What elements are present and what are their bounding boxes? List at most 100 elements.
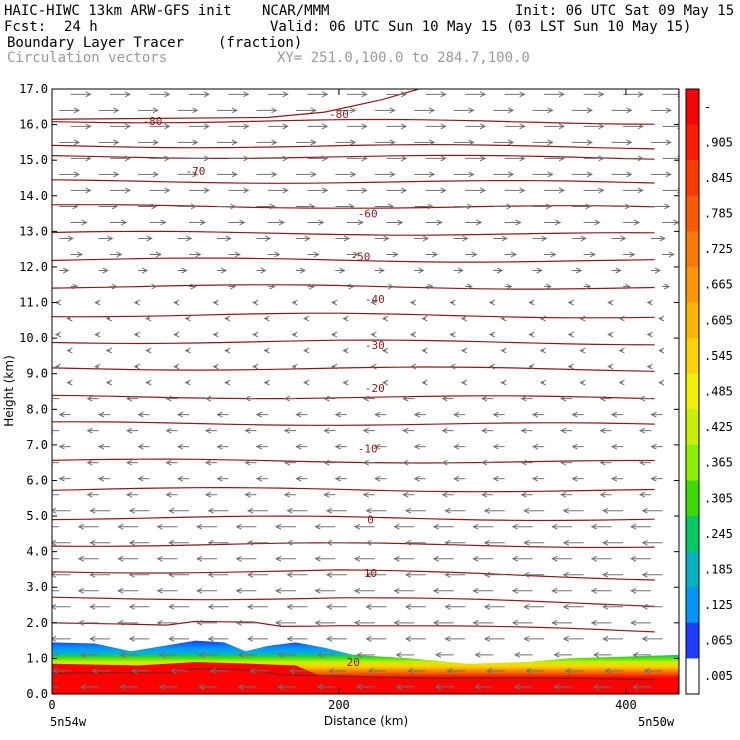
colorbar-swatch — [686, 587, 699, 624]
y-tick-label: 11.0 — [19, 296, 48, 310]
colorbar-swatch — [686, 480, 699, 517]
field-name: Boundary Layer Tracer — [7, 35, 185, 51]
colorbar-label: .425 — [704, 420, 733, 434]
isotherm-line — [52, 118, 655, 125]
isotherm-line — [52, 668, 655, 681]
x-end-left-label: 5n54w — [50, 715, 87, 729]
y-tick-label: 9.0 — [26, 367, 48, 381]
colorbar-swatch — [686, 338, 699, 375]
y-tick-label: 12.0 — [19, 260, 48, 274]
y-tick-label: 5.0 — [26, 509, 48, 523]
isotherm-line — [52, 458, 655, 464]
colorbar-label: .845 — [704, 171, 733, 185]
colorbar-swatch — [686, 266, 699, 303]
colorbar-swatch — [686, 160, 699, 197]
y-tick-label: 6.0 — [26, 473, 48, 487]
colorbar: - .905 .845 .785 .725 .665 .605 .545 .485 .425 .36… — [685, 88, 733, 695]
isotherm-line — [52, 312, 655, 319]
colorbar-swatch — [686, 551, 699, 588]
cross-section-coords: XY= 251.0,100.0 to 284.7,100.0 — [277, 50, 530, 66]
tracer-core — [52, 662, 679, 694]
isotherm-line — [52, 542, 655, 549]
isotherm-line — [52, 366, 655, 372]
colorbar-label: .245 — [704, 527, 733, 541]
isotherm-line — [52, 179, 655, 184]
isotherm-label: -50 — [351, 250, 371, 263]
isotherm-line — [52, 89, 422, 120]
isotherm-label: 0 — [367, 514, 374, 527]
y-tick-label: 17.0 — [19, 82, 48, 96]
colorbar-swatch — [686, 622, 699, 659]
forecast-value: 24 h — [64, 19, 98, 35]
isotherm-labels: -80 -80 -70 -60 -50 -40 -30 -20 -10 0 10 20 — [142, 108, 384, 669]
circulation-vectors — [52, 94, 679, 687]
colorbar-label: .185 — [704, 562, 733, 576]
vector-label: Circulation vectors — [7, 50, 168, 66]
colorbar-swatch — [686, 373, 699, 410]
isotherm-label: -10 — [358, 442, 378, 455]
isotherm-line — [52, 486, 655, 493]
colorbar-label: .665 — [704, 278, 733, 292]
colorbar-label: .065 — [704, 634, 733, 648]
colorbar-label: .545 — [704, 349, 733, 363]
isotherm-label: -80 — [142, 115, 162, 128]
x-axis-title: Distance (km) — [324, 714, 408, 728]
y-tick-label: 14.0 — [19, 189, 48, 203]
y-tick-label: 15.0 — [19, 153, 48, 167]
isotherm-contours — [52, 89, 655, 681]
y-tick-label: 1.0 — [26, 651, 48, 665]
colorbar-swatch — [686, 444, 699, 481]
colorbar-swatch — [686, 124, 699, 161]
x-end-right-label: 5n50w — [638, 715, 675, 729]
org-label: NCAR/MMM — [262, 3, 330, 19]
y-tick-label: 0.0 — [26, 687, 48, 701]
isotherm-line — [52, 143, 655, 150]
init-time: Init: 06 UTC Sat 09 May 15 — [515, 3, 735, 19]
x-tick-label: 200 — [328, 698, 350, 712]
colorbar-swatch — [686, 658, 699, 695]
y-tick-label: 13.0 — [19, 224, 48, 238]
isotherm-label: -70 — [186, 165, 206, 178]
colorbar-label: .305 — [704, 491, 733, 505]
colorbar-label: .905 — [704, 135, 733, 149]
isotherm-line — [52, 394, 655, 400]
colorbar-swatch — [686, 89, 699, 126]
y-tick-label: 4.0 — [26, 545, 48, 559]
x-tick-label: 0 — [48, 698, 55, 712]
colorbar-label: .485 — [704, 385, 733, 399]
isotherm-line — [52, 569, 655, 581]
y-tick-label: 7.0 — [26, 438, 48, 452]
isotherm-label: 20 — [347, 656, 360, 669]
isotherm-line — [52, 154, 655, 160]
colorbar-label: .725 — [704, 242, 733, 256]
colorbar-swatch — [686, 516, 699, 553]
isotherm-label: -80 — [329, 108, 349, 121]
forecast-label: Fcst: — [4, 19, 47, 35]
isotherm-line — [52, 515, 655, 522]
y-tick-label: 2.0 — [26, 616, 48, 630]
isotherm-label: -20 — [365, 382, 385, 395]
colorbar-frame — [685, 88, 700, 695]
x-tick-label: 400 — [615, 698, 637, 712]
field-units: (fraction) — [218, 35, 303, 51]
isotherm-line — [52, 620, 655, 633]
isotherm-label: -40 — [365, 293, 385, 306]
isotherm-line — [52, 339, 655, 346]
colorbar-swatch — [686, 231, 699, 268]
colorbar-label: .605 — [704, 313, 733, 327]
y-tick-label: 3.0 — [26, 580, 48, 594]
colorbar-label: .125 — [704, 598, 733, 612]
y-tick-label: 16.0 — [19, 118, 48, 132]
model-title: HAIC-HIWC 13km ARW-GFS init — [4, 3, 232, 19]
colorbar-swatch — [686, 409, 699, 446]
isotherm-line — [52, 596, 655, 607]
x-axis: 0 200 400 — [48, 89, 637, 712]
isotherm-label: 10 — [364, 567, 377, 580]
y-axis: 0.0 1.0 2.0 3.0 4.0 5.0 6.0 7.0 8.0 9.0 10.0 11.0 12… — [19, 82, 679, 701]
colorbar-label: .785 — [704, 207, 733, 221]
colorbar-swatch — [686, 302, 699, 339]
isotherm-label: -60 — [358, 208, 378, 221]
colorbar-label: .005 — [704, 669, 733, 683]
isotherm-line — [52, 257, 655, 263]
